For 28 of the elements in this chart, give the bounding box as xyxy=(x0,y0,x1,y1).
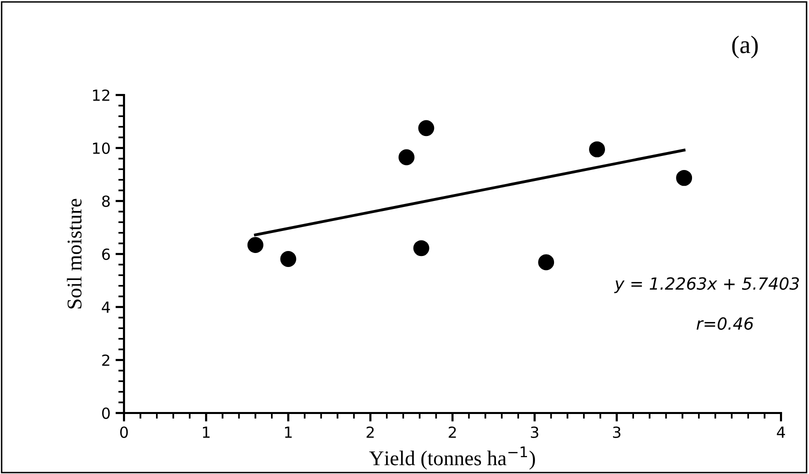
annotation: y = 1.2263x + 5.7403 xyxy=(614,277,799,294)
y-axis-title: Soil moisture xyxy=(66,198,82,308)
point xyxy=(398,149,414,166)
x-tick-label: 2 xyxy=(448,426,456,438)
point xyxy=(538,254,554,270)
y-tick-label: 12 xyxy=(93,89,110,101)
y-tick-label: 2 xyxy=(102,354,110,366)
y-tick-label: 0 xyxy=(102,407,110,420)
x-tick-label: 3 xyxy=(613,426,620,438)
x-tick-label: 1 xyxy=(202,426,210,438)
annotation: r=0.46 xyxy=(696,317,754,330)
text: (a) xyxy=(732,36,758,58)
point xyxy=(413,240,430,256)
point xyxy=(247,237,264,253)
point xyxy=(676,170,692,186)
y-tick-label: 8 xyxy=(102,195,110,208)
x-axis-title: Yield (tonnes ha$^{−1}$) xyxy=(369,446,535,470)
x-tick-label: 1 xyxy=(285,426,292,438)
x-tick-label: 3 xyxy=(530,426,538,438)
x-tick-label: 2 xyxy=(366,426,374,438)
point xyxy=(418,120,434,136)
x-tick-label: 4 xyxy=(776,426,786,438)
y-tick-label: 4 xyxy=(102,302,110,313)
y-tick-label: 6 xyxy=(102,248,110,260)
x-tick-label: 0 xyxy=(120,426,128,438)
y-tick-label: 10 xyxy=(93,142,110,154)
point xyxy=(280,251,296,268)
point xyxy=(589,141,606,158)
